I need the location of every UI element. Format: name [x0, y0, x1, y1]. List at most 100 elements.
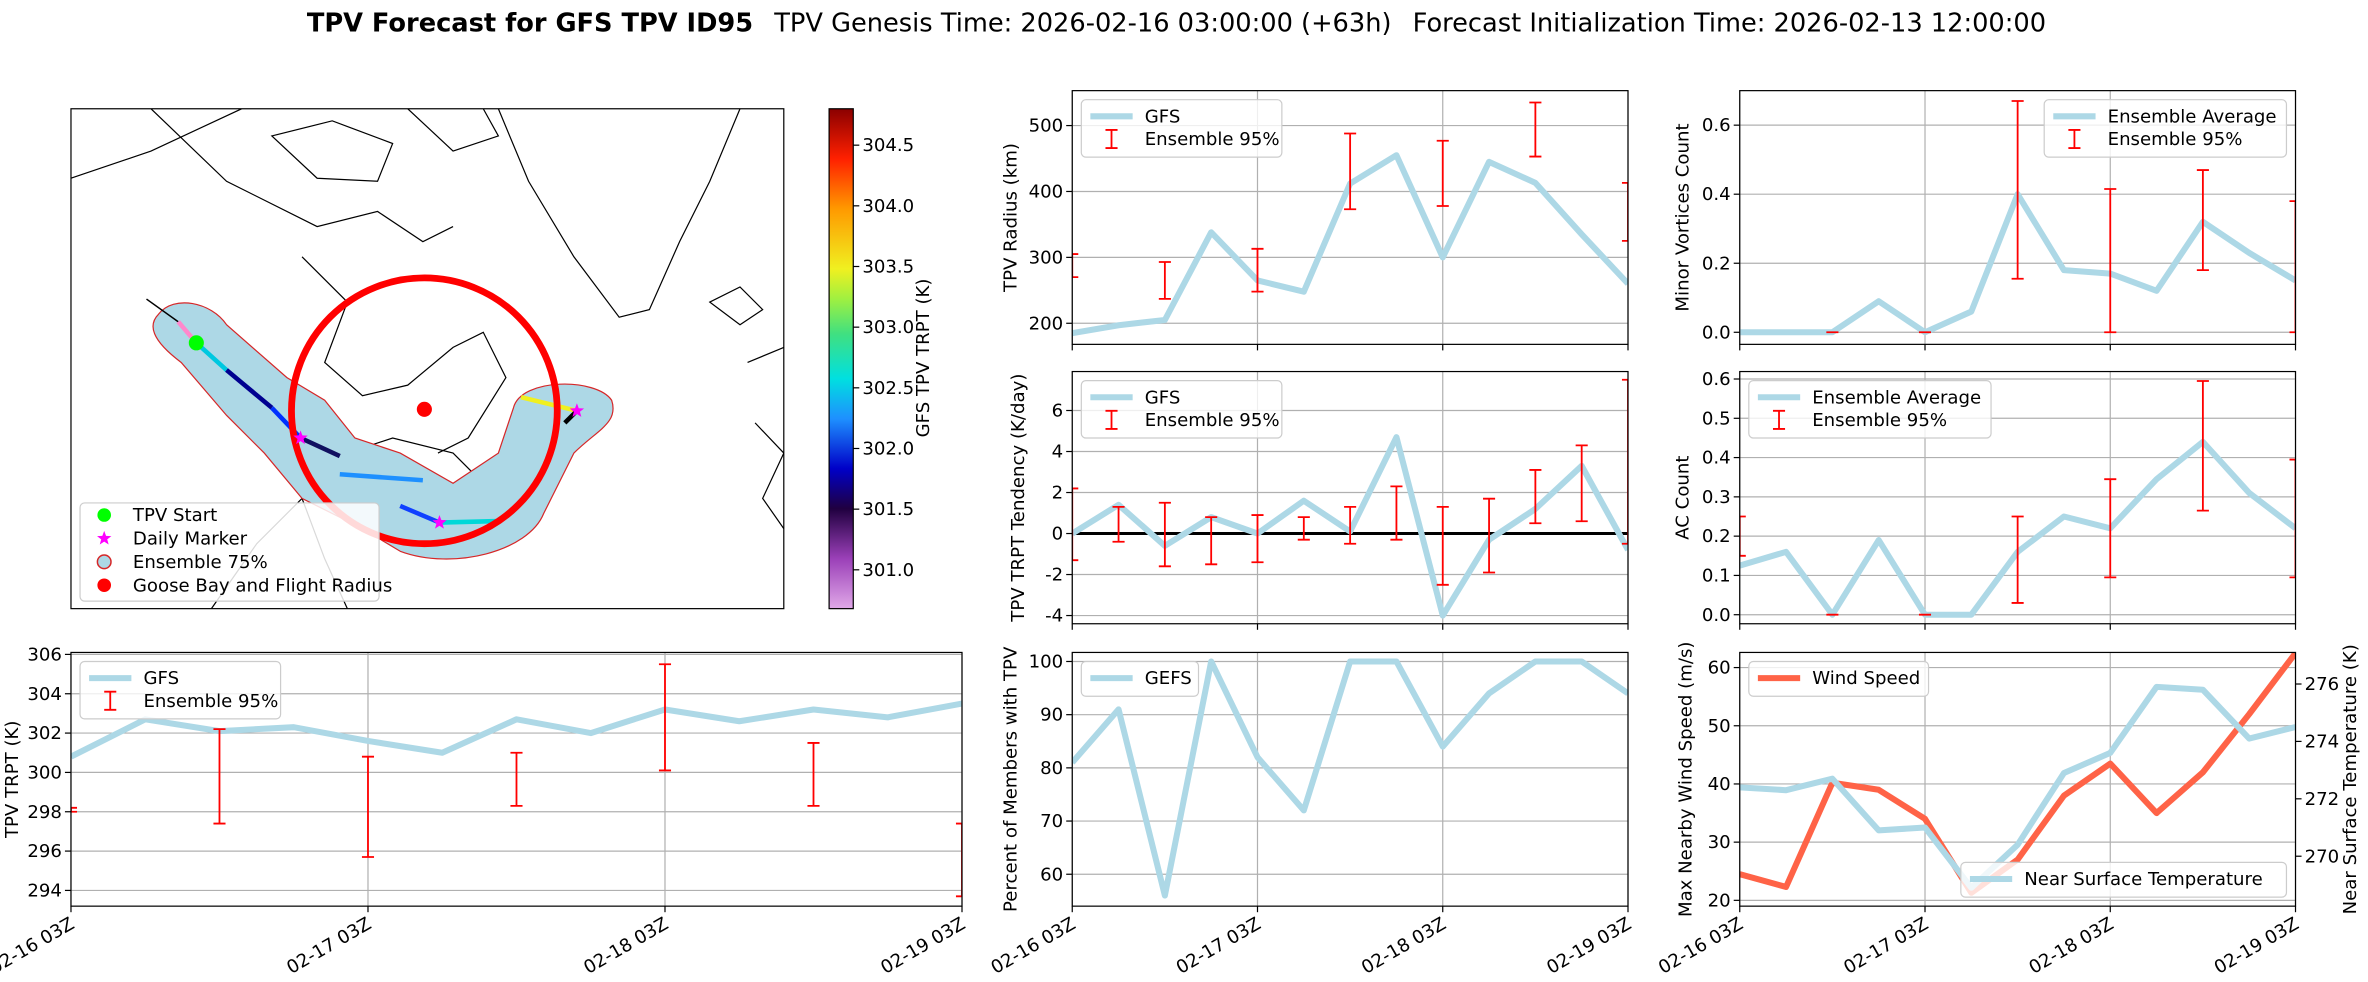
- legend-box: [79, 502, 380, 602]
- legend-label: Ensemble 95%: [2108, 129, 2243, 150]
- error-bar: [361, 755, 375, 858]
- track-segment: [520, 395, 578, 414]
- error-bar: [1297, 516, 1310, 541]
- error-bar: [1158, 501, 1171, 568]
- error-bar: [1529, 101, 1542, 158]
- error-bar: [2289, 200, 2296, 334]
- colorbar-tick-label: 304.0: [862, 196, 914, 217]
- error-bar: [1158, 261, 1171, 300]
- y-axis-label: TPV Radius (km): [1000, 143, 1021, 293]
- x-tick-label: 02-17 03Z: [1173, 913, 1265, 978]
- track-segment: [399, 503, 441, 525]
- legend-label: Goose Bay and Flight Radius: [133, 575, 392, 596]
- y-tick-label: 0.2: [1702, 253, 1731, 274]
- legend-label: Near Surface Temperature: [2024, 869, 2262, 890]
- legend-label: GFS: [143, 668, 179, 689]
- legend-swatch: [1105, 129, 1118, 149]
- error-bar: [1436, 139, 1449, 207]
- y-tick-label: -4: [1045, 606, 1063, 627]
- track-segment: [299, 435, 341, 459]
- legend: GEFS: [1080, 660, 1200, 697]
- colorbar-tick-label: 301.0: [862, 560, 914, 581]
- data-line: [1072, 658, 1628, 899]
- y-tick-label: 0.6: [1702, 115, 1731, 136]
- error-bar: [1251, 247, 1264, 293]
- x-tick-label: 02-16 03Z: [988, 913, 1080, 978]
- x-tick-label: 02-16 03Z: [0, 913, 78, 978]
- y-tick-label: 298: [27, 802, 62, 823]
- legend-label: GFS: [1145, 387, 1181, 408]
- legend-label: Ensemble 95%: [143, 691, 278, 712]
- x-tick-label: 02-17 03Z: [1840, 913, 1932, 978]
- error-bar: [70, 806, 78, 813]
- y-tick-label: 0.4: [1702, 184, 1731, 205]
- colorbar-tick-label: 304.5: [862, 135, 914, 156]
- legend-label: Ensemble 95%: [1145, 129, 1280, 150]
- y-tick-label: 0.4: [1702, 448, 1731, 469]
- y-tick-label: 0.0: [1702, 322, 1731, 343]
- coastline: [497, 108, 741, 318]
- y-tick-label: 30: [1708, 832, 1731, 853]
- colorbar-tick-label: 303.0: [862, 317, 914, 338]
- y-axis-label: Max Nearby Wind Speed (m/s): [1675, 642, 1696, 918]
- daily-marker: [569, 403, 585, 417]
- y-tick-label: 302: [27, 723, 62, 744]
- error-bar: [1390, 485, 1403, 541]
- plot-frame: [1071, 370, 1629, 625]
- legend-box: [1960, 861, 2288, 898]
- legend-marker: [97, 578, 111, 593]
- legend-box: [1080, 660, 1200, 697]
- error-bar: [1483, 497, 1496, 574]
- y-tick-label: 0: [1052, 524, 1064, 545]
- y-tick-label: 300: [27, 762, 62, 783]
- y-axis-label: Percent of Members with TPV: [1000, 646, 1021, 912]
- y2-axis-label: Near Surface Temperature (K): [2340, 644, 2361, 914]
- y-tick-label: 300: [1029, 247, 1064, 268]
- colorbar-tick-label: 301.5: [862, 499, 914, 520]
- legend-label: Ensemble 95%: [1145, 410, 1280, 431]
- legend-box: [1748, 660, 1930, 697]
- colorbar-label: GFS TPV TRPT (K): [913, 278, 934, 437]
- error-bar: [2011, 100, 2024, 280]
- x-tick-label: 02-18 03Z: [1358, 913, 1450, 978]
- y-tick-label: 0.3: [1702, 487, 1731, 508]
- error-bar: [1344, 505, 1357, 545]
- error-bar: [1529, 469, 1542, 525]
- coastline: [754, 422, 784, 529]
- error-bar: [1344, 132, 1357, 211]
- y-axis-label: TPV TRPT (K): [2, 721, 23, 840]
- legend-swatch: [2068, 129, 2081, 149]
- error-bar: [1251, 514, 1264, 564]
- plot-frame: [1739, 651, 2297, 907]
- data-line: [1739, 683, 2296, 891]
- coastline: [301, 256, 507, 454]
- y-axis-label: TPV TRPT Tendency (K/day): [1008, 374, 1029, 623]
- y-tick-label: 60: [1708, 658, 1731, 679]
- colorbar-tick-label: 302.0: [862, 439, 914, 460]
- y-tick-label: 6: [1052, 401, 1064, 422]
- y-axis-label: Minor Vortices Count: [1672, 123, 1693, 311]
- flight-radius: [288, 274, 561, 548]
- y-tick-label: 4: [1052, 442, 1064, 463]
- colorbar: [828, 108, 854, 610]
- error-bar: [658, 663, 672, 772]
- y-tick-label: 0.5: [1702, 408, 1731, 429]
- y-axis-label: AC Count: [1672, 456, 1693, 540]
- y-tick-label: 80: [1040, 758, 1063, 779]
- y-tick-label: 20: [1708, 890, 1731, 911]
- y-tick-label: 294: [27, 880, 62, 901]
- y-tick-label: 0.0: [1702, 605, 1731, 626]
- y-tick-label: 296: [27, 841, 62, 862]
- coastline: [150, 108, 454, 243]
- coastline: [70, 108, 242, 179]
- error-bar: [807, 742, 820, 807]
- error-bar: [1621, 378, 1628, 545]
- legend-swatch: [1772, 409, 1786, 430]
- y-tick-label: 200: [1029, 313, 1064, 334]
- x-tick-label: 02-18 03Z: [2026, 913, 2118, 978]
- y-tick-label: 0.6: [1702, 369, 1731, 390]
